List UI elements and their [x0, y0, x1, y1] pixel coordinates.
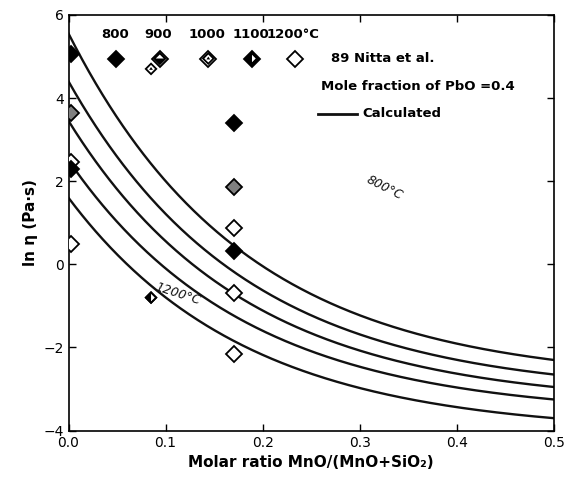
Text: 1200°C: 1200°C: [154, 281, 203, 308]
Polygon shape: [146, 64, 156, 74]
Polygon shape: [149, 67, 153, 70]
Y-axis label: ln η (Pa·s): ln η (Pa·s): [23, 179, 38, 266]
Polygon shape: [155, 53, 165, 58]
Text: Mole fraction of PbO =0.4: Mole fraction of PbO =0.4: [321, 80, 514, 93]
Polygon shape: [207, 56, 210, 59]
Text: Calculated: Calculated: [362, 107, 441, 120]
Text: 1000: 1000: [188, 28, 226, 41]
Polygon shape: [146, 293, 151, 303]
Text: 1200°C: 1200°C: [267, 28, 320, 41]
Polygon shape: [247, 53, 257, 64]
Polygon shape: [155, 53, 165, 64]
Polygon shape: [146, 293, 156, 303]
Text: 89 Nitta et al.: 89 Nitta et al.: [331, 52, 434, 65]
X-axis label: Molar ratio MnO/(MnO+SiO₂): Molar ratio MnO/(MnO+SiO₂): [188, 455, 434, 470]
Text: 800°C: 800°C: [365, 173, 405, 202]
Text: 1100: 1100: [232, 28, 269, 41]
Text: 900: 900: [144, 28, 172, 41]
Polygon shape: [247, 53, 252, 64]
Text: 800: 800: [100, 28, 128, 41]
Polygon shape: [203, 53, 214, 64]
